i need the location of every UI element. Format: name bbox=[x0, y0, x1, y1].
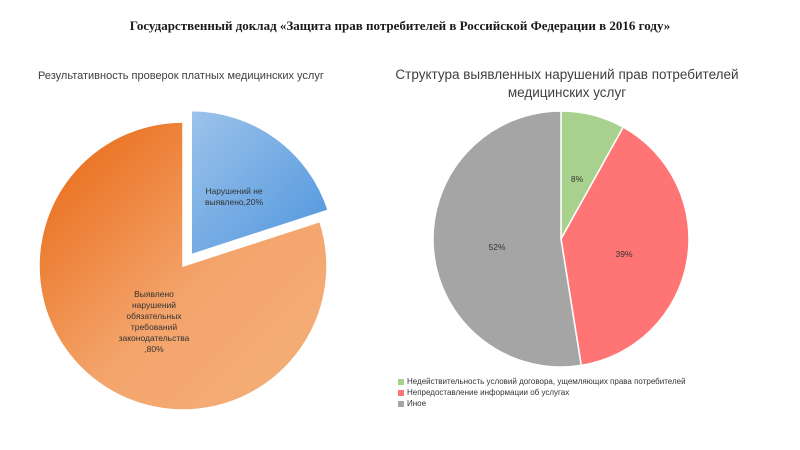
right-pie-slice-2 bbox=[432, 110, 583, 368]
legend-swatch-0 bbox=[398, 378, 404, 385]
left-chart-title: Результативность проверок платных медици… bbox=[38, 70, 324, 82]
legend-item-1: Непредоставление информации об услугах bbox=[398, 387, 686, 398]
legend-swatch-2 bbox=[398, 400, 404, 407]
right-slice-label-0: 8% bbox=[570, 174, 584, 184]
left-slice-label-0: Нарушений не выявлено,20% bbox=[204, 186, 264, 207]
left-pie-slice-1 bbox=[38, 121, 328, 411]
right-pie-slice-1 bbox=[560, 126, 690, 367]
legend-label-0: Недействительность условий договора, уще… bbox=[407, 377, 686, 386]
right-slice-label-2: 52% bbox=[488, 242, 506, 252]
right-pie bbox=[432, 110, 690, 368]
legend-swatch-1 bbox=[398, 389, 404, 396]
legend-item-2: Иное bbox=[398, 398, 686, 409]
page-title: Государственный доклад «Защита прав потр… bbox=[129, 18, 671, 33]
right-legend: Недействительность условий договора, уще… bbox=[398, 376, 686, 409]
legend-label-2: Иное bbox=[407, 399, 427, 408]
left-slice-label-1: Выявлено нарушений обязательных требован… bbox=[118, 289, 190, 354]
left-pie bbox=[38, 109, 330, 411]
right-chart-title: Структура выявленных нарушений прав потр… bbox=[395, 67, 739, 100]
right-slice-label-1: 39% bbox=[615, 249, 633, 259]
legend-label-1: Непредоставление информации об услугах bbox=[407, 388, 570, 397]
legend-item-0: Недействительность условий договора, уще… bbox=[398, 376, 686, 387]
left-pie-slice-0 bbox=[190, 109, 330, 256]
